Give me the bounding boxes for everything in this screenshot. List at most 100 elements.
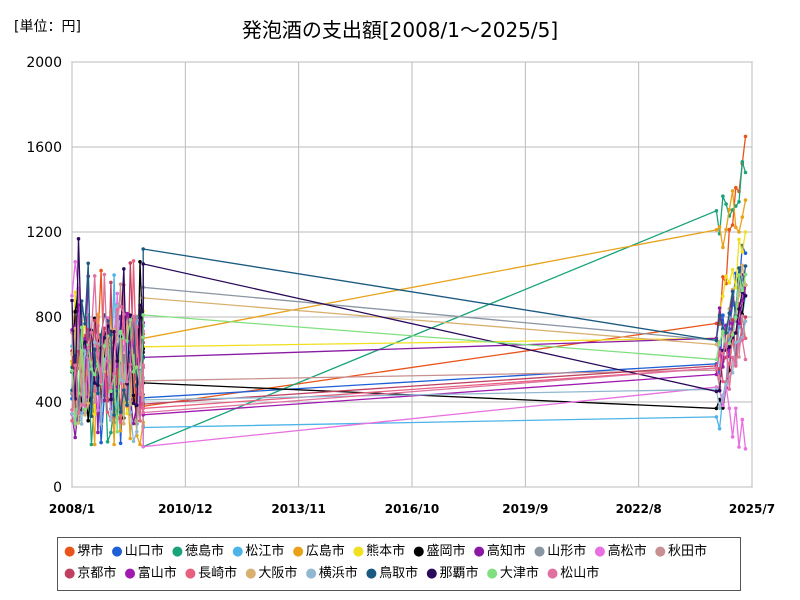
data-point — [92, 340, 97, 345]
legend-label: 広島市 — [305, 544, 345, 559]
legend-marker: ● — [111, 544, 123, 559]
data-point — [724, 382, 728, 387]
data-point — [118, 441, 123, 446]
legend-item: ● 堺市 — [64, 541, 103, 563]
data-point — [118, 282, 123, 287]
data-point — [734, 340, 738, 345]
legend-marker: ● — [64, 544, 76, 559]
data-point — [92, 442, 97, 447]
data-point — [730, 208, 735, 212]
x-tick-label: 2022/8 — [616, 502, 662, 516]
data-point — [115, 359, 120, 363]
data-point — [76, 349, 81, 354]
data-point — [737, 273, 741, 277]
data-point — [714, 228, 719, 232]
data-point — [135, 365, 139, 369]
data-point — [737, 445, 741, 449]
legend-label: 横浜市 — [318, 566, 358, 581]
data-point — [743, 272, 748, 277]
legend-item: ● 長崎市 — [185, 563, 237, 585]
series-line — [71, 274, 747, 414]
data-point — [131, 421, 136, 426]
legend-item: ● 山形市 — [534, 541, 586, 563]
data-point — [99, 380, 103, 384]
series-line — [71, 305, 747, 442]
data-point — [92, 347, 97, 352]
data-point — [727, 281, 732, 285]
data-point — [740, 288, 745, 293]
legend-label: 大津市 — [499, 566, 539, 581]
data-point — [112, 273, 116, 277]
legend-marker: ● — [352, 544, 365, 559]
data-point — [86, 401, 90, 406]
legend-label: 松江市 — [245, 544, 285, 559]
data-point — [89, 367, 94, 371]
data-point — [721, 393, 725, 398]
data-point — [721, 245, 725, 250]
data-point — [128, 318, 133, 322]
legend-item: ● 盛岡市 — [413, 541, 465, 563]
data-point — [73, 309, 77, 314]
data-point — [743, 134, 748, 139]
data-point — [109, 430, 113, 435]
legend-marker: ● — [305, 566, 317, 581]
legend-item: ● 松江市 — [232, 541, 284, 563]
data-point — [118, 304, 123, 309]
legend-item: ● 横浜市 — [305, 563, 357, 585]
data-point — [83, 404, 87, 408]
data-point — [740, 338, 745, 342]
data-point — [734, 315, 738, 320]
data-point — [70, 408, 74, 412]
data-point — [128, 261, 133, 265]
data-point — [96, 383, 100, 388]
data-point — [730, 333, 735, 337]
data-point — [76, 411, 81, 416]
data-point — [118, 420, 123, 425]
data-point — [92, 389, 97, 393]
data-point — [83, 322, 87, 326]
y-tick-label: 1600 — [26, 140, 62, 156]
data-point — [83, 413, 87, 417]
data-point — [99, 422, 103, 426]
data-point — [740, 314, 745, 318]
data-point — [714, 357, 719, 362]
data-point — [714, 415, 719, 419]
data-point — [721, 313, 725, 318]
data-point — [724, 342, 728, 346]
data-point — [109, 332, 113, 337]
chart-title: 発泡酒の支出額[2008/1～2025/5] — [241, 18, 559, 42]
data-point — [721, 327, 725, 331]
data-point — [743, 283, 748, 287]
data-point — [717, 341, 722, 345]
x-tick-label: 2019/9 — [502, 502, 548, 516]
data-point — [727, 387, 732, 391]
data-point — [737, 321, 741, 326]
legend-marker: ● — [245, 566, 257, 581]
data-point — [112, 413, 116, 417]
legend-label: 松山市 — [560, 566, 600, 581]
data-point — [96, 408, 100, 413]
data-point — [109, 397, 113, 402]
legend-label: 山形市 — [547, 544, 587, 559]
legend-marker: ● — [64, 566, 76, 581]
data-point — [141, 313, 145, 317]
x-tick-label: 2010/12 — [158, 502, 212, 516]
data-point — [112, 442, 116, 447]
data-point — [727, 361, 732, 366]
legend-label: 京都市 — [77, 566, 117, 581]
data-point — [115, 291, 120, 296]
x-tick-label: 2025/7 — [729, 502, 775, 516]
data-point — [743, 294, 748, 298]
axes: 0 400 800 1200 1600 2000 2008/1 2010/12 2013/11 2… — [26, 55, 775, 516]
data-point — [102, 326, 107, 331]
data-point — [743, 336, 748, 341]
data-point — [89, 330, 94, 335]
data-point — [743, 264, 748, 268]
data-point — [717, 388, 722, 393]
grid — [71, 61, 753, 488]
data-point — [105, 440, 110, 444]
data-point — [737, 266, 741, 270]
data-point — [115, 429, 120, 434]
data-point — [112, 330, 116, 334]
data-point — [105, 359, 110, 363]
